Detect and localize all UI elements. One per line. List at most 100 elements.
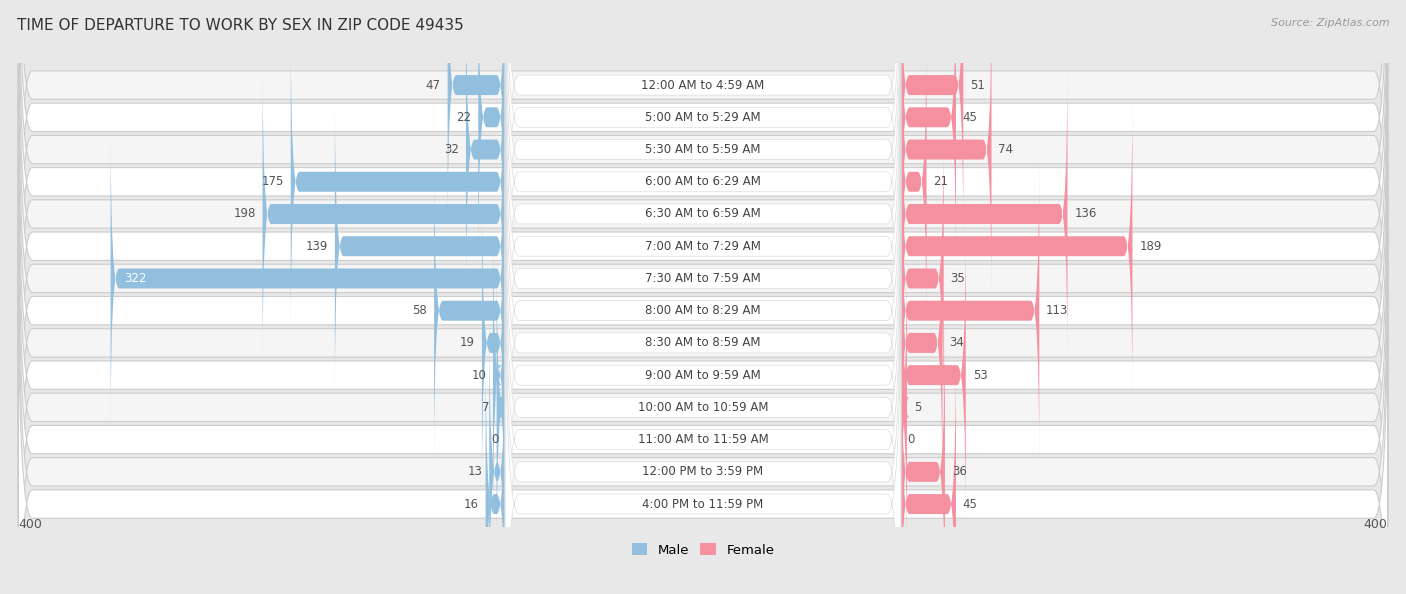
FancyBboxPatch shape (18, 260, 1388, 594)
Text: 7:30 AM to 7:59 AM: 7:30 AM to 7:59 AM (645, 272, 761, 285)
FancyBboxPatch shape (291, 31, 505, 333)
Text: 322: 322 (124, 272, 146, 285)
Text: 6:30 AM to 6:59 AM: 6:30 AM to 6:59 AM (645, 207, 761, 220)
Text: 7: 7 (482, 401, 489, 414)
FancyBboxPatch shape (465, 0, 505, 301)
Text: 16: 16 (464, 498, 478, 511)
Text: 35: 35 (950, 272, 966, 285)
Text: 45: 45 (963, 498, 977, 511)
FancyBboxPatch shape (18, 0, 1388, 328)
FancyBboxPatch shape (505, 95, 901, 591)
Text: 11:00 AM to 11:59 AM: 11:00 AM to 11:59 AM (638, 433, 768, 446)
FancyBboxPatch shape (482, 192, 505, 494)
FancyBboxPatch shape (434, 160, 505, 462)
Text: 5: 5 (914, 401, 921, 414)
Text: 22: 22 (457, 111, 471, 124)
FancyBboxPatch shape (496, 256, 505, 558)
FancyBboxPatch shape (898, 256, 910, 558)
Text: 5:30 AM to 5:59 AM: 5:30 AM to 5:59 AM (645, 143, 761, 156)
FancyBboxPatch shape (18, 0, 1388, 425)
FancyBboxPatch shape (505, 0, 901, 397)
FancyBboxPatch shape (18, 131, 1388, 594)
FancyBboxPatch shape (505, 63, 901, 558)
FancyBboxPatch shape (901, 127, 943, 429)
Text: 32: 32 (444, 143, 460, 156)
FancyBboxPatch shape (489, 321, 505, 594)
FancyBboxPatch shape (505, 0, 901, 333)
Text: 21: 21 (934, 175, 949, 188)
FancyBboxPatch shape (901, 192, 942, 494)
Text: TIME OF DEPARTURE TO WORK BY SEX IN ZIP CODE 49435: TIME OF DEPARTURE TO WORK BY SEX IN ZIP … (17, 18, 464, 33)
FancyBboxPatch shape (18, 0, 1388, 457)
FancyBboxPatch shape (18, 99, 1388, 586)
FancyBboxPatch shape (505, 160, 901, 594)
Text: 4:00 PM to 11:59 PM: 4:00 PM to 11:59 PM (643, 498, 763, 511)
Text: 136: 136 (1074, 207, 1097, 220)
Text: 9:00 AM to 9:59 AM: 9:00 AM to 9:59 AM (645, 369, 761, 381)
Text: 139: 139 (305, 240, 328, 252)
FancyBboxPatch shape (901, 224, 966, 526)
FancyBboxPatch shape (901, 0, 991, 301)
Text: 0: 0 (491, 433, 498, 446)
FancyBboxPatch shape (901, 353, 956, 594)
FancyBboxPatch shape (901, 63, 1067, 365)
FancyBboxPatch shape (478, 0, 505, 268)
Text: 36: 36 (952, 465, 967, 478)
FancyBboxPatch shape (111, 127, 505, 429)
Text: 400: 400 (18, 517, 42, 530)
FancyBboxPatch shape (505, 0, 901, 365)
Text: 0: 0 (908, 433, 915, 446)
Text: 47: 47 (426, 78, 440, 91)
FancyBboxPatch shape (901, 160, 1039, 462)
FancyBboxPatch shape (18, 164, 1388, 594)
Text: 189: 189 (1139, 240, 1161, 252)
FancyBboxPatch shape (505, 31, 901, 526)
Text: 400: 400 (1364, 517, 1388, 530)
FancyBboxPatch shape (505, 0, 901, 462)
FancyBboxPatch shape (18, 67, 1388, 554)
Text: 45: 45 (963, 111, 977, 124)
Text: 5:00 AM to 5:29 AM: 5:00 AM to 5:29 AM (645, 111, 761, 124)
Text: 12:00 AM to 4:59 AM: 12:00 AM to 4:59 AM (641, 78, 765, 91)
FancyBboxPatch shape (18, 35, 1388, 522)
Text: 10: 10 (471, 369, 486, 381)
FancyBboxPatch shape (494, 224, 505, 526)
Legend: Male, Female: Male, Female (626, 538, 780, 562)
FancyBboxPatch shape (263, 63, 505, 365)
FancyBboxPatch shape (901, 0, 963, 236)
Text: 12:00 PM to 3:59 PM: 12:00 PM to 3:59 PM (643, 465, 763, 478)
FancyBboxPatch shape (901, 321, 945, 594)
Text: 74: 74 (998, 143, 1014, 156)
Text: 53: 53 (973, 369, 987, 381)
Text: 113: 113 (1046, 304, 1069, 317)
Text: 198: 198 (233, 207, 256, 220)
Text: 19: 19 (460, 336, 475, 349)
FancyBboxPatch shape (18, 0, 1388, 361)
FancyBboxPatch shape (505, 0, 901, 494)
FancyBboxPatch shape (505, 256, 901, 594)
Text: 175: 175 (262, 175, 284, 188)
FancyBboxPatch shape (505, 192, 901, 594)
Text: 34: 34 (949, 336, 965, 349)
FancyBboxPatch shape (18, 228, 1388, 594)
Text: 10:00 AM to 10:59 AM: 10:00 AM to 10:59 AM (638, 401, 768, 414)
FancyBboxPatch shape (901, 0, 956, 268)
Text: 58: 58 (412, 304, 427, 317)
FancyBboxPatch shape (485, 353, 505, 594)
FancyBboxPatch shape (18, 2, 1388, 490)
FancyBboxPatch shape (505, 224, 901, 594)
Text: 13: 13 (468, 465, 482, 478)
FancyBboxPatch shape (505, 0, 901, 429)
FancyBboxPatch shape (901, 95, 1132, 397)
FancyBboxPatch shape (505, 127, 901, 594)
Text: 6:00 AM to 6:29 AM: 6:00 AM to 6:29 AM (645, 175, 761, 188)
Text: 7:00 AM to 7:29 AM: 7:00 AM to 7:29 AM (645, 240, 761, 252)
Text: 8:00 AM to 8:29 AM: 8:00 AM to 8:29 AM (645, 304, 761, 317)
FancyBboxPatch shape (335, 95, 505, 397)
Text: Source: ZipAtlas.com: Source: ZipAtlas.com (1271, 18, 1389, 28)
FancyBboxPatch shape (18, 196, 1388, 594)
Text: 51: 51 (970, 78, 986, 91)
FancyBboxPatch shape (18, 0, 1388, 393)
FancyBboxPatch shape (447, 0, 505, 236)
Text: 8:30 AM to 8:59 AM: 8:30 AM to 8:59 AM (645, 336, 761, 349)
